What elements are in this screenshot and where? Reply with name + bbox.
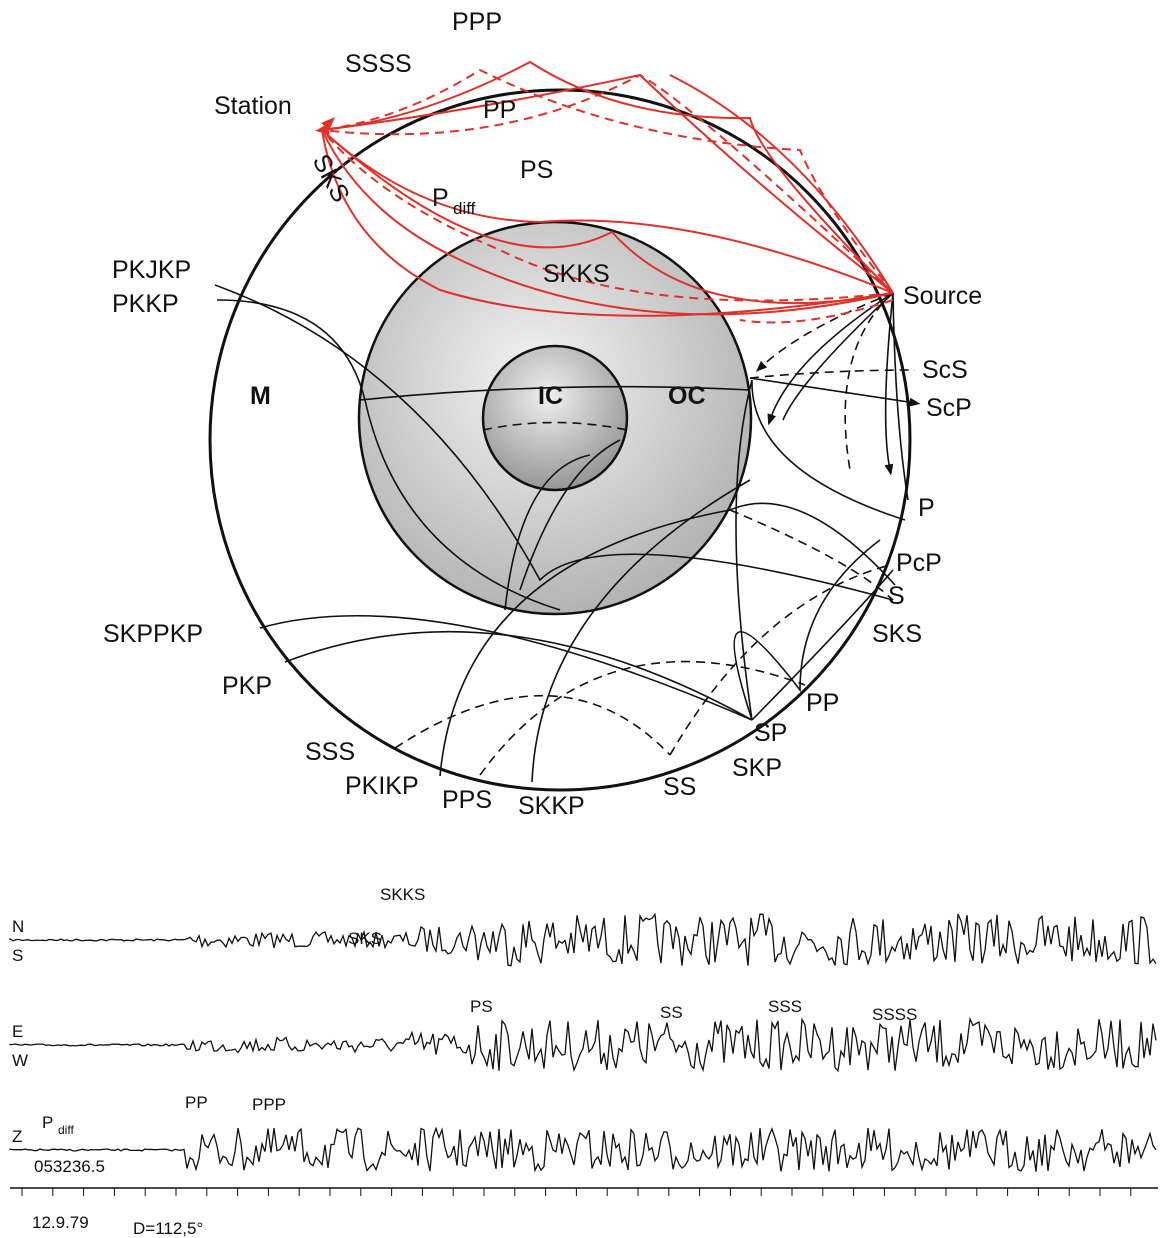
- trace-label: Z: [12, 1127, 22, 1146]
- phase-label: SKKS: [380, 885, 425, 904]
- diagram-label: SKPPKP: [103, 620, 203, 648]
- diagram-label: Station: [214, 92, 292, 120]
- diagram-label: SSSS: [345, 50, 412, 78]
- trace-label: E: [12, 1022, 23, 1041]
- diagram-label: SKS: [872, 620, 922, 648]
- distance-label: D=112,5°: [133, 1219, 203, 1238]
- diagram-label: SSS: [305, 738, 355, 766]
- diagram-label: SP: [754, 719, 787, 747]
- trace-label: W: [12, 1051, 28, 1070]
- diagram-label: PKIKP: [345, 772, 419, 800]
- diagram-label: OC: [668, 382, 706, 410]
- diagram-label: S: [888, 582, 905, 610]
- diagram-label: P: [432, 184, 449, 212]
- phase-label: SKS: [348, 929, 382, 948]
- diagram-label: IC: [538, 382, 563, 410]
- diagram-label: PPS: [442, 786, 492, 814]
- diagram-label: Source: [903, 282, 982, 310]
- trace: [10, 1128, 1156, 1172]
- page: PPPSSSSStationPPPSSKSPdiffSKKSSourcePKJK…: [0, 0, 1166, 1238]
- diagram-label: SKKS: [543, 260, 610, 288]
- diagram-label: PKP: [222, 672, 272, 700]
- diagram-label: PP: [483, 96, 516, 124]
- trace: [10, 1019, 1156, 1071]
- diagram-label: SKKP: [518, 792, 585, 820]
- time-label: 053236.5: [34, 1157, 105, 1176]
- trace-label: N: [12, 917, 24, 936]
- diagram-label: PKKP: [112, 290, 179, 318]
- trace: [10, 914, 1156, 966]
- diagram-label: SKP: [732, 754, 782, 782]
- diagram-label: ScS: [922, 356, 968, 384]
- diagram-label: ScP: [926, 394, 972, 422]
- phase-label: PP: [185, 1093, 208, 1112]
- phase-label: diff: [58, 1123, 74, 1137]
- phase-label: SS: [660, 1003, 683, 1022]
- phase-label: PPP: [252, 1095, 286, 1114]
- diagram-label: PP: [806, 689, 839, 717]
- diagram-label: PS: [520, 156, 553, 184]
- phase-label: SSSS: [872, 1005, 917, 1024]
- diagram-label: diff: [453, 199, 476, 218]
- diagram-label: P: [918, 494, 935, 522]
- trace-label: S: [12, 946, 23, 965]
- phase-label: P: [42, 1113, 53, 1132]
- diagram-label: SS: [663, 773, 696, 801]
- diagram-label: M: [250, 382, 271, 410]
- diagram-label: PPP: [452, 8, 502, 36]
- date-label: 12.9.79: [32, 1213, 89, 1232]
- phase-label: PS: [470, 997, 493, 1016]
- diagram-label: PKJKP: [112, 256, 191, 284]
- diagram-label: PcP: [896, 549, 942, 577]
- phase-label: SSS: [768, 997, 802, 1016]
